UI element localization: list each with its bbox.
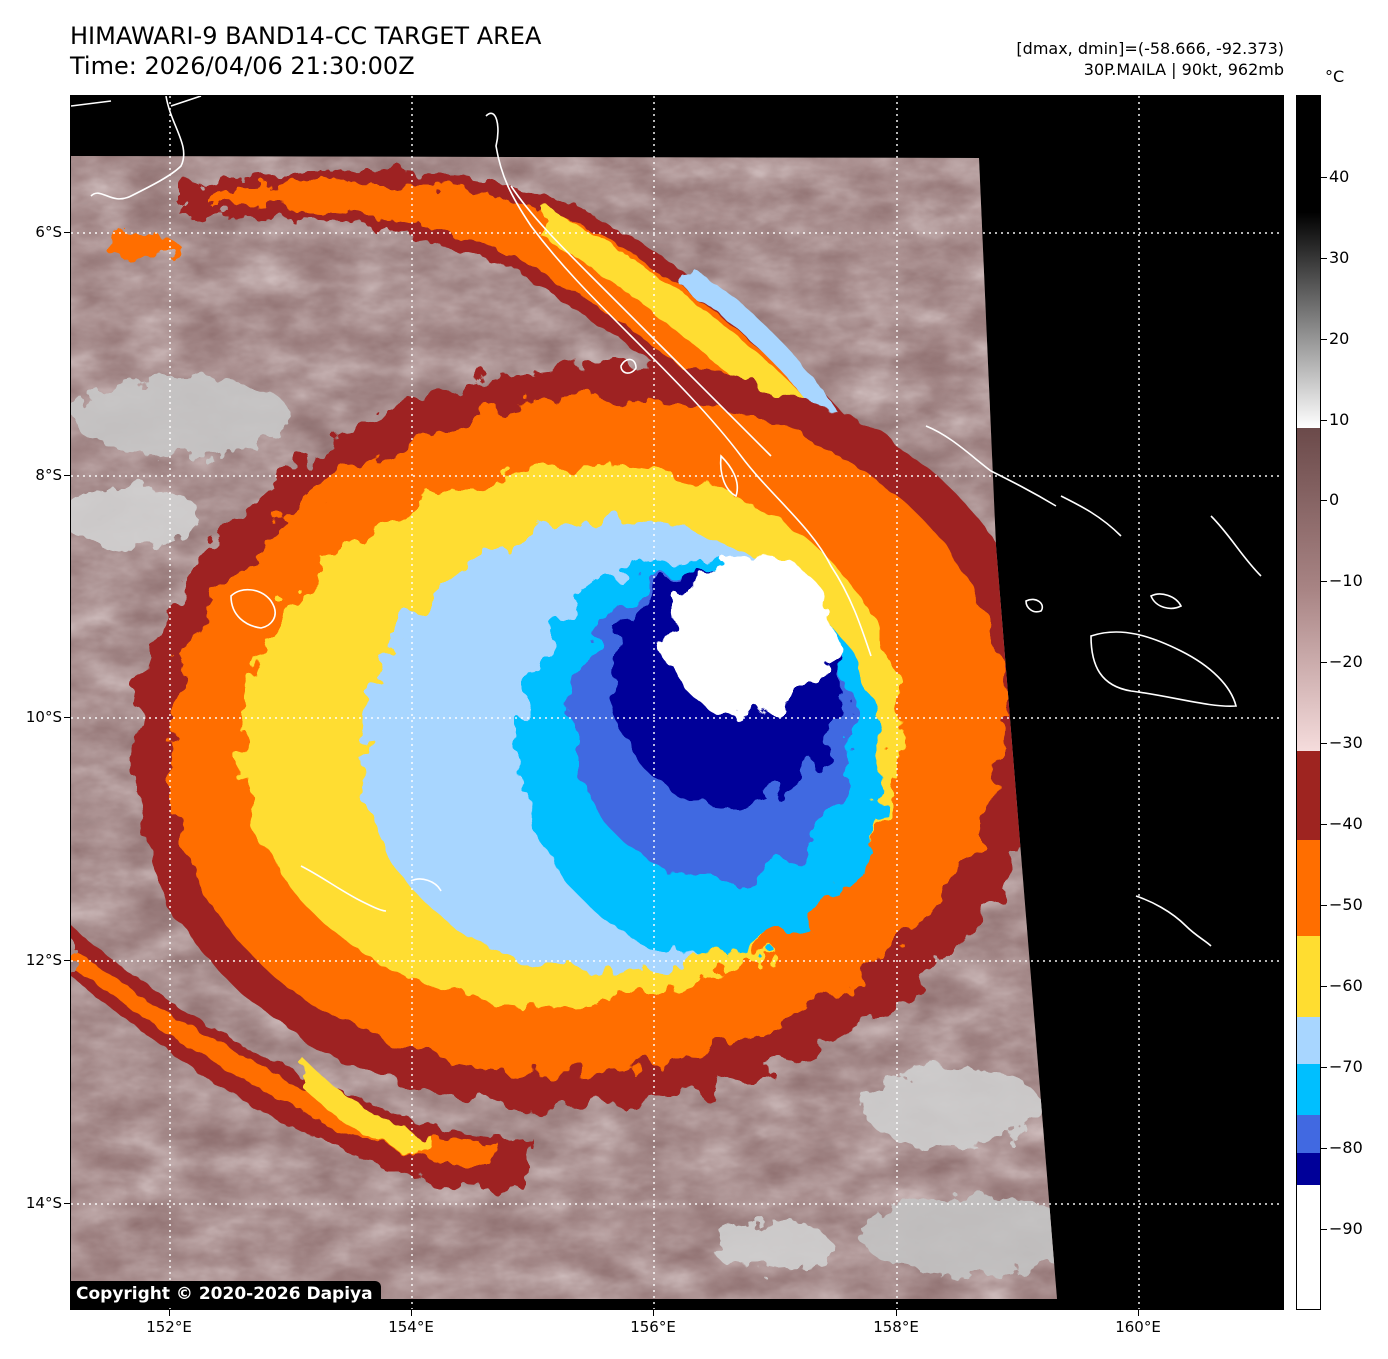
y-axis-label: 12°S — [25, 951, 62, 969]
colorbar-label: 0 — [1329, 490, 1340, 509]
colorbar-label: −10 — [1329, 571, 1363, 590]
storm-info: 30P.MAILA | 90kt, 962mb — [1083, 60, 1284, 79]
x-axis-tick — [653, 1310, 654, 1316]
x-axis-label: 152°E — [146, 1318, 192, 1336]
colorbar-label: −70 — [1329, 1057, 1363, 1076]
colorbar-tick — [1321, 1067, 1327, 1068]
y-axis-label: 10°S — [25, 708, 62, 726]
x-axis-tick — [896, 1310, 897, 1316]
colorbar-tick — [1321, 177, 1327, 178]
x-axis-label: 158°E — [873, 1318, 919, 1336]
colorbar-tick — [1321, 1148, 1327, 1149]
y-axis-tick — [64, 1203, 70, 1204]
y-axis-tick — [64, 717, 70, 718]
x-axis-tick — [1138, 1310, 1139, 1316]
colorbar-label: 30 — [1329, 248, 1350, 267]
colorbar-tick — [1321, 824, 1327, 825]
colorbar-label: 20 — [1329, 329, 1350, 348]
x-axis-label: 156°E — [630, 1318, 676, 1336]
colorbar-label: 40 — [1329, 167, 1350, 186]
colorbar — [1296, 95, 1321, 1310]
y-axis-tick — [64, 475, 70, 476]
map-timestamp: Time: 2026/04/06 21:30:00Z — [70, 52, 415, 80]
colorbar-tick — [1321, 905, 1327, 906]
colorbar-label: 10 — [1329, 410, 1350, 429]
colorbar-label: −50 — [1329, 895, 1363, 914]
colorbar-unit: °C — [1325, 67, 1345, 86]
y-axis-label: 8°S — [35, 466, 62, 484]
colorbar-tick — [1321, 581, 1327, 582]
x-axis-label: 160°E — [1115, 1318, 1161, 1336]
colorbar-label: −20 — [1329, 652, 1363, 671]
y-axis-label: 6°S — [35, 223, 62, 241]
x-axis-tick — [411, 1310, 412, 1316]
x-axis-label: 154°E — [388, 1318, 434, 1336]
y-axis-tick — [64, 232, 70, 233]
x-axis-tick — [169, 1310, 170, 1316]
satellite-image — [70, 95, 1284, 1310]
colorbar-tick — [1321, 1229, 1327, 1230]
colorbar-tick — [1321, 986, 1327, 987]
colorbar-tick — [1321, 420, 1327, 421]
y-axis-tick — [64, 960, 70, 961]
colorbar-tick — [1321, 258, 1327, 259]
temperature-range-readout: [dmax, dmin]=(-58.666, -92.373) — [1016, 39, 1284, 58]
colorbar-tick — [1321, 743, 1327, 744]
colorbar-label: −60 — [1329, 976, 1363, 995]
colorbar-label: −30 — [1329, 733, 1363, 752]
copyright-notice: Copyright © 2020-2026 Dapiya — [70, 1281, 381, 1307]
y-axis-label: 14°S — [25, 1194, 62, 1212]
colorbar-label: −80 — [1329, 1138, 1363, 1157]
map-title: HIMAWARI-9 BAND14-CC TARGET AREA — [70, 22, 542, 50]
colorbar-label: −90 — [1329, 1219, 1363, 1238]
colorbar-tick — [1321, 500, 1327, 501]
colorbar-tick — [1321, 662, 1327, 663]
colorbar-tick — [1321, 339, 1327, 340]
colorbar-label: −40 — [1329, 814, 1363, 833]
